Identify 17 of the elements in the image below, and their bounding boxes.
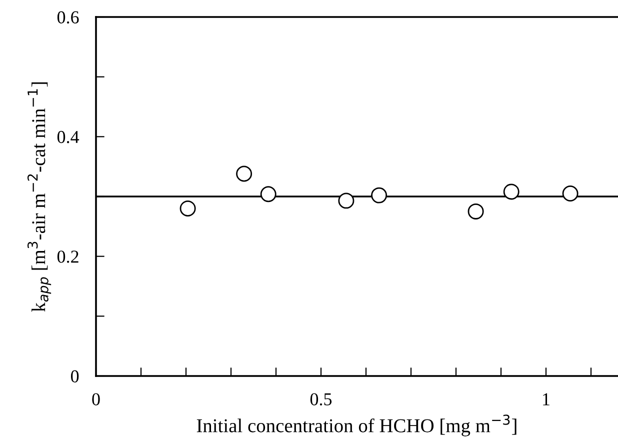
- x-tick-label: 1: [543, 393, 550, 406]
- y-tick-label: 0.2: [57, 250, 78, 263]
- y-tick-label: 0.6: [57, 11, 79, 24]
- point: [236, 166, 252, 182]
- point: [371, 187, 388, 204]
- point: [180, 200, 196, 216]
- x-tick-label: 0: [92, 393, 100, 406]
- x-tick-label: 0.5: [310, 393, 332, 406]
- point: [338, 192, 354, 209]
- x-axis-title: Initial concentration of HCHO [mg m$^{−3}$]: [196, 414, 516, 436]
- y-tick-label: 0: [70, 370, 79, 382]
- y-tick-label: 0.4: [57, 130, 80, 144]
- point: [503, 184, 520, 200]
- point: [468, 203, 484, 220]
- text: k$_{app}$ [m$^{3}$-air m$^{−2}$-cat min$^{−1}$]: [27, 82, 52, 312]
- point: [562, 186, 578, 202]
- point: [260, 186, 276, 202]
